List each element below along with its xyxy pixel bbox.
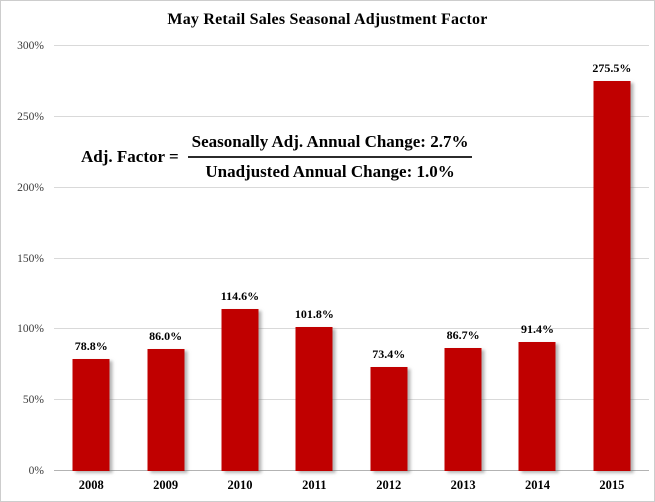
gridline [54,186,649,188]
chart-title: May Retail Sales Seasonal Adjustment Fac… [167,11,488,28]
bar-value-label: 114.6% [220,288,260,303]
bar-value-label: 101.8% [294,306,334,321]
gridline [54,328,649,330]
formula-numerator: Seasonally Adj. Annual Change: 2.7% [187,132,473,158]
x-axis-label-2014: 2014 [524,478,550,492]
formula-denominator: Unadjusted Annual Change: 1.0% [205,162,455,181]
bar-value-label: 91.4% [520,321,554,336]
bar-2010 [221,308,259,471]
bar-2009 [147,349,185,471]
x-axis-label-2013: 2013 [450,478,476,492]
y-axis-tick-label: 200% [17,181,44,194]
gridline [54,45,649,46]
bar-2012 [370,367,408,471]
formula-fraction: Seasonally Adj. Annual Change: 2.7% Unad… [187,132,473,182]
bar-value-label: 78.8% [74,339,108,354]
bar-2013 [444,348,482,471]
bar-value-label: 86.7% [446,328,480,343]
x-axis-label-2015: 2015 [599,478,625,492]
y-axis-tick-label: 0% [28,465,44,477]
bar-2015 [593,80,631,471]
x-axis-label-2012: 2012 [376,478,402,492]
bar-2011 [295,326,333,471]
x-axis-label-2010: 2010 [227,478,253,492]
bar-value-label: 86.0% [149,329,183,344]
bar-value-label: 275.5% [592,60,632,75]
gridline [54,257,649,259]
bar-2014 [518,341,556,471]
x-axis-label-2009: 2009 [153,478,179,492]
bar-slot-2009: 86.0% [128,46,202,471]
bar-slot-2015: 275.5% [575,46,649,471]
bar-value-label: 73.4% [372,347,406,362]
bar-slot-2011: 101.8% [277,46,351,471]
gridline [54,115,649,117]
x-axis-label-2011: 2011 [302,478,327,492]
y-axis-tick-label: 100% [17,323,44,336]
y-axis-tick-label: 250% [17,110,44,123]
y-axis-tick-label: 300% [17,40,44,52]
x-axis-line [54,470,649,471]
bar-slot-2014: 91.4% [500,46,574,471]
bar-slot-2010: 114.6% [203,46,277,471]
x-axis-label-2008: 2008 [78,478,104,492]
bar-slot-2013: 86.7% [426,46,500,471]
bar-slot-2008: 78.8% [54,46,128,471]
bar-2008 [72,359,110,471]
formula-lhs: Adj. Factor = [81,147,179,166]
adjustment-factor-formula: Adj. Factor = Seasonally Adj. Annual Cha… [81,132,473,182]
bar-slot-2012: 73.4% [352,46,426,471]
plot-area: 2008 78.8% 2009 86.0% 2010 114.6% 2011 101.8% 20… [54,45,649,492]
y-axis-tick-label: 150% [17,252,44,265]
gridline [54,399,649,401]
y-axis: 0% 50% 100% 150% 200% 250% 300% [1,40,46,477]
y-axis-tick-label: 50% [22,394,44,407]
